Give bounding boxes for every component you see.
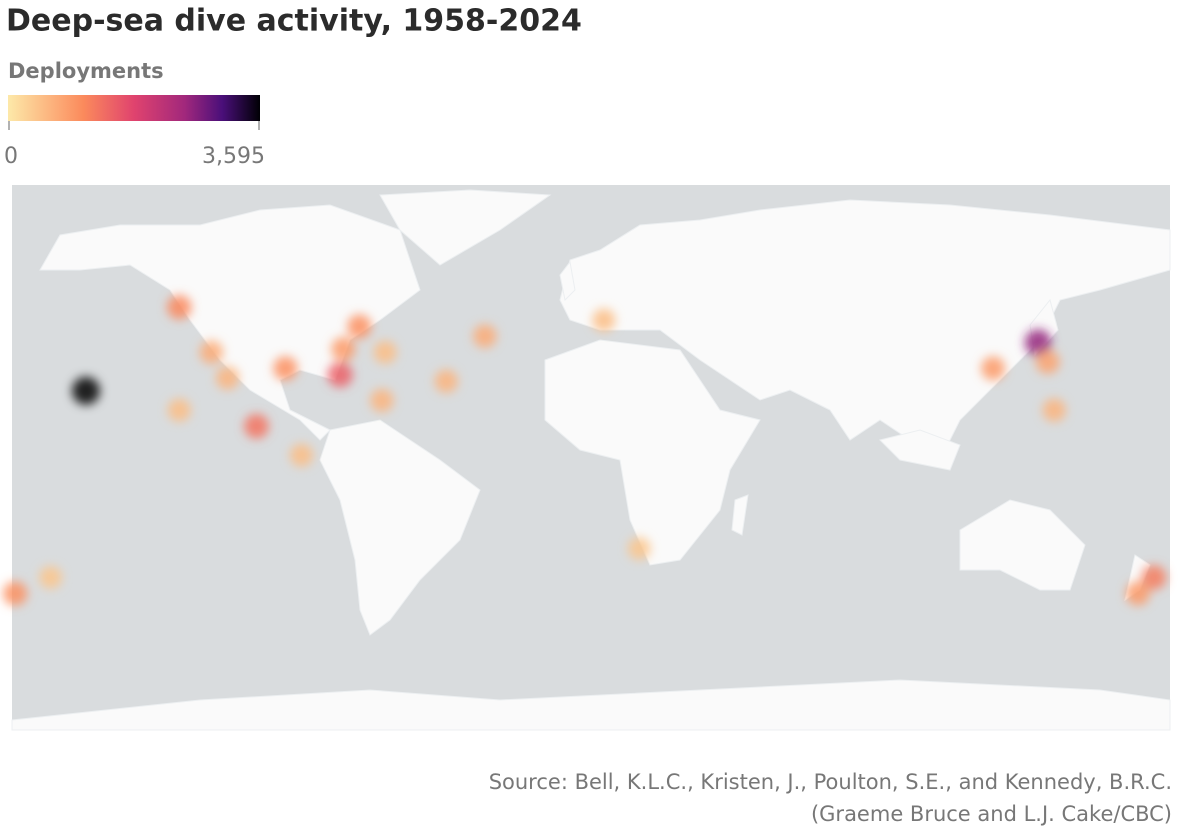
hotspot <box>39 566 62 589</box>
hotspot <box>1125 581 1150 606</box>
hotspot <box>1035 350 1060 374</box>
hotspot <box>331 337 356 362</box>
hotspot <box>981 356 1006 381</box>
hotspot <box>592 308 616 332</box>
legend-title: Deployments <box>8 59 164 83</box>
hotspot <box>627 537 651 560</box>
hotspot <box>167 295 192 320</box>
hotspot <box>290 443 313 467</box>
hotspot <box>473 324 497 348</box>
legend-tick-label: 3,595 <box>202 144 265 169</box>
hotspot <box>71 376 100 405</box>
hotspot <box>167 398 191 422</box>
hotspot <box>215 366 240 390</box>
hotspot <box>1042 398 1066 422</box>
legend-ramp <box>8 95 260 121</box>
legend-tick-label: 0 <box>4 144 18 169</box>
hotspot <box>434 369 458 393</box>
hotspot <box>199 340 224 365</box>
hotspot <box>1141 565 1167 590</box>
hotspot <box>273 356 298 381</box>
title: Deep-sea dive activity, 1958-2024 <box>6 4 582 39</box>
hotspot <box>370 388 394 413</box>
hotspot <box>244 413 269 439</box>
hotspot <box>1024 329 1052 357</box>
hotspot <box>327 362 353 388</box>
source: (Graeme Bruce and L.J. Cake/CBC) <box>811 802 1172 826</box>
hotspot <box>373 340 397 364</box>
hotspot <box>347 314 372 339</box>
land <box>11 189 1171 731</box>
source: Source: Bell, K.L.C., Kristen, J., Poult… <box>489 770 1172 794</box>
hotspot <box>3 581 28 606</box>
